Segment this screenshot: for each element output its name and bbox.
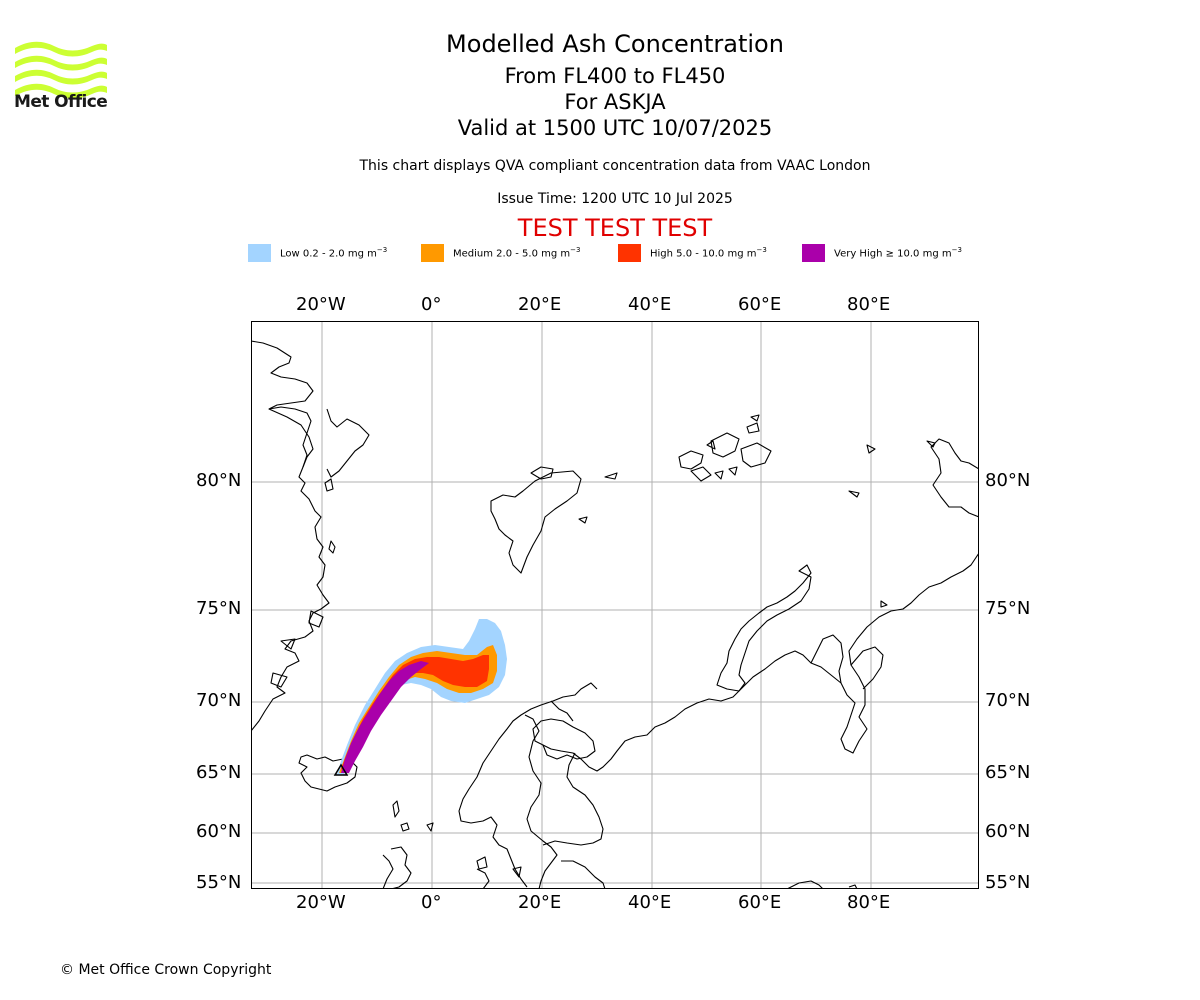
coastline-novaya-zemlya: [716, 564, 812, 692]
coastline-kola-peninsula: [532, 718, 596, 760]
legend-swatch-high: [618, 244, 641, 262]
lat-tick-right: 55°N: [985, 872, 1031, 893]
valid-time: Valid at 1500 UTC 10/07/2025: [457, 116, 773, 140]
coastline-gydan: [850, 646, 884, 690]
coastline-island: [926, 440, 936, 448]
lon-tick-top: 0°: [421, 294, 442, 315]
coastline-island: [848, 884, 858, 889]
lon-tick-top: 40°E: [628, 294, 672, 315]
coastline-island: [426, 822, 434, 832]
coastline-greenland-fjord: [268, 408, 314, 468]
coastline-russia-east: [786, 880, 824, 889]
coastline-iceland: [298, 754, 358, 792]
lon-tick-bottom: 80°E: [847, 892, 891, 913]
coastline-baltic-east: [561, 860, 606, 889]
met-office-logo-text: Met Office: [14, 92, 108, 112]
issue-time: Issue Time: 1200 UTC 10 Jul 2025: [497, 191, 733, 207]
coastline-island: [578, 516, 588, 524]
lon-tick-top: 80°E: [847, 294, 891, 315]
ash-plume: [333, 619, 507, 776]
ash-concentration-map: [251, 321, 979, 889]
legend-swatch-medium: [421, 244, 444, 262]
coastline-orkney: [400, 822, 410, 832]
lat-tick-left: 55°N: [196, 872, 242, 893]
coastline-finland-coast: [542, 752, 604, 846]
volcano-marker: [333, 763, 349, 776]
flight-level-range: From FL400 to FL450: [504, 64, 726, 88]
coastline-island: [848, 490, 860, 498]
lat-tick-left: 75°N: [196, 598, 242, 619]
copyright-notice: © Met Office Crown Copyright: [60, 962, 272, 978]
coastline-island: [308, 610, 324, 628]
coastline-island: [328, 540, 336, 554]
coastline-island: [324, 478, 334, 492]
coastline-russia-north: [542, 552, 979, 772]
ash-contour-very-high: [341, 661, 429, 773]
coastline-island: [880, 600, 888, 608]
legend-label-very-high: Very High ≥ 10.0 mg m−3: [834, 246, 962, 260]
legend-label-low: Low 0.2 - 2.0 mg m−3: [280, 246, 388, 260]
lat-tick-left: 60°N: [196, 821, 242, 842]
coastline-island: [866, 444, 876, 454]
coastline-island: [280, 638, 296, 650]
coastline-sweden-finland: [524, 700, 574, 889]
lat-tick-left: 65°N: [196, 762, 242, 783]
lon-tick-bottom: 0°: [421, 892, 442, 913]
coastline-island: [512, 866, 522, 878]
lon-tick-top: 20°W: [296, 294, 346, 315]
chart-description: This chart displays QVA compliant concen…: [359, 158, 871, 174]
test-banner: TEST TEST TEST: [517, 214, 713, 242]
coastline-island: [604, 472, 618, 480]
coastline-franz-josef-land: [678, 414, 772, 482]
lon-tick-bottom: 20°E: [518, 892, 562, 913]
coastline-denmark: [476, 868, 490, 889]
legend-swatch-low: [248, 244, 271, 262]
coastline-svalbard-spitsbergen: [490, 470, 582, 574]
coastline-scotland: [382, 846, 412, 889]
coastlines: [251, 340, 979, 889]
lat-tick-right: 70°N: [985, 690, 1031, 711]
map-frame: [251, 321, 979, 889]
chart-title: Modelled Ash Concentration: [446, 30, 784, 58]
legend-label-medium: Medium 2.0 - 5.0 mg m−3: [453, 246, 581, 260]
coastline-island: [270, 672, 288, 688]
legend-swatch-very-high: [802, 244, 825, 262]
coastline-shetland: [392, 800, 400, 818]
lat-tick-left: 80°N: [196, 470, 242, 491]
coastline-greenland-north: [326, 408, 370, 478]
ash-contour-low: [337, 619, 507, 775]
coastline-island: [476, 856, 488, 870]
volcano-name: For ASKJA: [564, 90, 666, 114]
coastline-severnaya-zemlya: [930, 438, 979, 518]
coastline-norway-west: [458, 682, 598, 888]
coastline-greenland: [251, 340, 330, 732]
lon-tick-top: 20°E: [518, 294, 562, 315]
lon-tick-bottom: 40°E: [628, 892, 672, 913]
ash-contour-high: [341, 655, 489, 771]
lat-tick-right: 80°N: [985, 470, 1031, 491]
lat-tick-left: 70°N: [196, 690, 242, 711]
lon-tick-bottom: 20°W: [296, 892, 346, 913]
legend-label-high: High 5.0 - 10.0 mg m−3: [650, 246, 767, 260]
graticule: [251, 321, 979, 889]
lon-tick-top: 60°E: [738, 294, 782, 315]
lat-tick-right: 60°N: [985, 821, 1031, 842]
lon-tick-bottom: 60°E: [738, 892, 782, 913]
coastline-nordaustlandet: [530, 466, 554, 480]
met-office-logo: [15, 41, 107, 99]
coastline-yamal: [810, 634, 844, 684]
lat-tick-right: 75°N: [985, 598, 1031, 619]
lat-tick-right: 65°N: [985, 762, 1031, 783]
